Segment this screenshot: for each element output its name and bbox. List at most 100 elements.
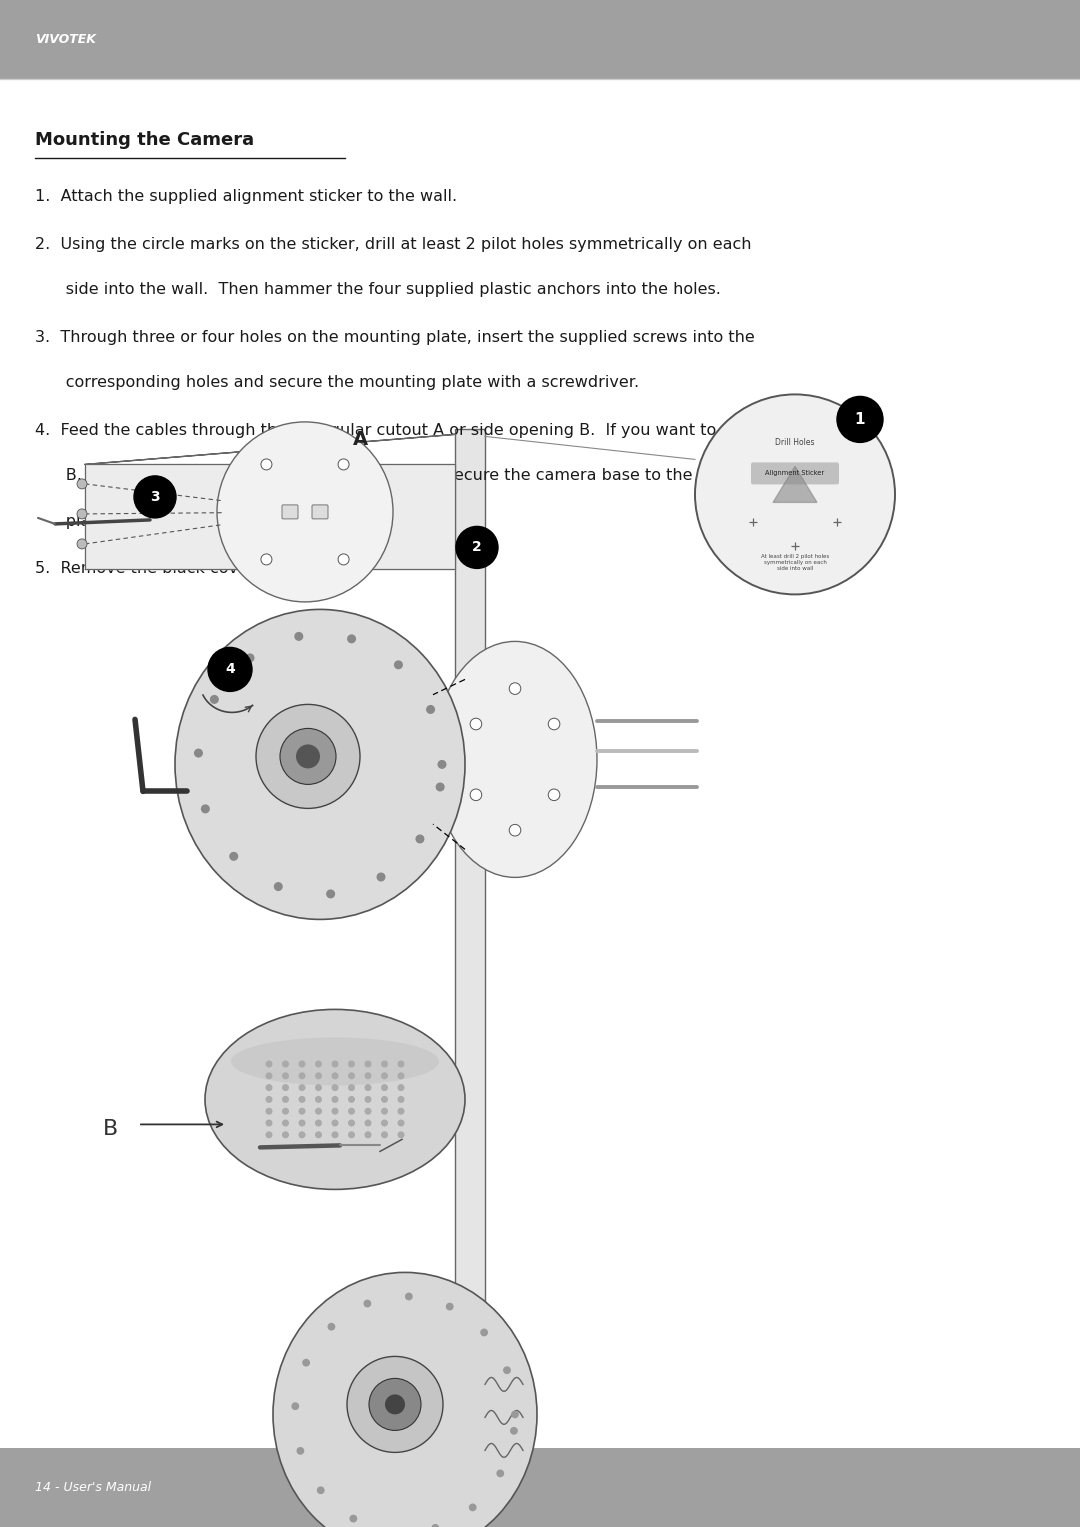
Text: 3: 3 bbox=[150, 490, 160, 504]
Circle shape bbox=[283, 1084, 288, 1090]
Circle shape bbox=[266, 1132, 272, 1138]
Circle shape bbox=[399, 1073, 404, 1078]
Circle shape bbox=[283, 1109, 288, 1115]
Polygon shape bbox=[85, 434, 455, 464]
Circle shape bbox=[246, 654, 254, 661]
Ellipse shape bbox=[433, 641, 597, 878]
Text: 1.  Attach the supplied alignment sticker to the wall.: 1. Attach the supplied alignment sticker… bbox=[35, 189, 457, 205]
Text: 4.  Feed the cables through the triangular cutout A or side opening B.  If you w: 4. Feed the cables through the triangula… bbox=[35, 423, 789, 438]
Text: 2.  Using the circle marks on the sticker, drill at least 2 pilot holes symmetri: 2. Using the circle marks on the sticker… bbox=[35, 237, 752, 252]
Text: At least drill 2 pilot holes
symmetrically on each
side into wall: At least drill 2 pilot holes symmetrical… bbox=[761, 554, 829, 571]
Circle shape bbox=[266, 1061, 272, 1067]
Circle shape bbox=[299, 1084, 305, 1090]
Circle shape bbox=[347, 1356, 443, 1452]
Circle shape bbox=[427, 705, 434, 713]
Text: side into the wall.  Then hammer the four supplied plastic anchors into the hole: side into the wall. Then hammer the four… bbox=[35, 282, 720, 298]
Circle shape bbox=[349, 1073, 354, 1078]
FancyBboxPatch shape bbox=[751, 463, 839, 484]
Circle shape bbox=[470, 718, 482, 730]
Ellipse shape bbox=[175, 609, 465, 919]
Circle shape bbox=[381, 1096, 388, 1102]
Circle shape bbox=[295, 632, 302, 640]
Bar bbox=[0, 1448, 1080, 1527]
Ellipse shape bbox=[231, 1037, 438, 1086]
Circle shape bbox=[365, 1109, 370, 1115]
Circle shape bbox=[837, 397, 883, 443]
Circle shape bbox=[349, 1061, 354, 1067]
Text: corresponding holes and secure the mounting plate with a screwdriver.: corresponding holes and secure the mount… bbox=[35, 376, 639, 391]
Text: 4: 4 bbox=[225, 663, 234, 676]
Circle shape bbox=[509, 683, 521, 695]
Circle shape bbox=[399, 1061, 404, 1067]
Ellipse shape bbox=[205, 1009, 465, 1190]
Circle shape bbox=[230, 852, 238, 860]
Circle shape bbox=[315, 1096, 322, 1102]
Circle shape bbox=[297, 1448, 303, 1454]
Circle shape bbox=[333, 1061, 338, 1067]
Circle shape bbox=[283, 1061, 288, 1067]
Circle shape bbox=[299, 1096, 305, 1102]
Circle shape bbox=[399, 1132, 404, 1138]
Circle shape bbox=[384, 1394, 405, 1414]
Text: Alignment Sticker: Alignment Sticker bbox=[766, 470, 824, 476]
Circle shape bbox=[349, 1109, 354, 1115]
Circle shape bbox=[338, 460, 349, 470]
Ellipse shape bbox=[217, 421, 393, 602]
Circle shape bbox=[333, 1073, 338, 1078]
Circle shape bbox=[77, 479, 87, 489]
Text: Drill Holes: Drill Holes bbox=[775, 438, 814, 447]
Text: 3.  Through three or four holes on the mounting plate, insert the supplied screw: 3. Through three or four holes on the mo… bbox=[35, 330, 755, 345]
Circle shape bbox=[696, 394, 895, 594]
Circle shape bbox=[283, 1073, 288, 1078]
Text: B: B bbox=[103, 1119, 118, 1139]
Text: 5.  Remove the black cover.: 5. Remove the black cover. bbox=[35, 562, 258, 576]
Text: B, remove the side cover using a screwdriver.  Secure the camera base to the mou: B, remove the side cover using a screwdr… bbox=[35, 469, 774, 484]
Circle shape bbox=[350, 1515, 356, 1522]
Circle shape bbox=[497, 1471, 503, 1477]
Text: A: A bbox=[352, 431, 367, 449]
Circle shape bbox=[381, 1109, 388, 1115]
Polygon shape bbox=[85, 464, 455, 570]
Circle shape bbox=[503, 1367, 510, 1373]
FancyBboxPatch shape bbox=[312, 505, 328, 519]
Text: 14 - User's Manual: 14 - User's Manual bbox=[35, 1481, 151, 1493]
Circle shape bbox=[333, 1132, 338, 1138]
Circle shape bbox=[134, 476, 176, 518]
Circle shape bbox=[381, 1084, 388, 1090]
Circle shape bbox=[365, 1073, 370, 1078]
Text: VIVOTEK: VIVOTEK bbox=[35, 34, 96, 46]
Circle shape bbox=[333, 1121, 338, 1125]
Circle shape bbox=[299, 1109, 305, 1115]
Circle shape bbox=[399, 1084, 404, 1090]
Circle shape bbox=[315, 1084, 322, 1090]
Circle shape bbox=[283, 1121, 288, 1125]
Circle shape bbox=[283, 1096, 288, 1102]
Circle shape bbox=[280, 728, 336, 785]
Circle shape bbox=[381, 1132, 388, 1138]
Circle shape bbox=[266, 1121, 272, 1125]
Circle shape bbox=[194, 750, 202, 757]
Circle shape bbox=[318, 1487, 324, 1493]
Circle shape bbox=[349, 1132, 354, 1138]
Circle shape bbox=[338, 554, 349, 565]
Circle shape bbox=[261, 460, 272, 470]
Circle shape bbox=[365, 1096, 370, 1102]
Circle shape bbox=[349, 1096, 354, 1102]
Circle shape bbox=[349, 1121, 354, 1125]
Circle shape bbox=[202, 805, 210, 812]
Text: 2: 2 bbox=[472, 541, 482, 554]
Circle shape bbox=[283, 1132, 288, 1138]
Circle shape bbox=[299, 1061, 305, 1067]
Circle shape bbox=[438, 760, 446, 768]
Circle shape bbox=[470, 789, 482, 800]
Circle shape bbox=[365, 1061, 370, 1067]
Circle shape bbox=[549, 718, 559, 730]
Circle shape bbox=[315, 1061, 322, 1067]
Circle shape bbox=[381, 1121, 388, 1125]
Circle shape bbox=[470, 1504, 476, 1510]
Circle shape bbox=[299, 1073, 305, 1078]
Circle shape bbox=[315, 1109, 322, 1115]
Circle shape bbox=[348, 635, 355, 643]
Circle shape bbox=[406, 1293, 413, 1299]
Text: plate with three supplied screws.: plate with three supplied screws. bbox=[35, 515, 332, 528]
